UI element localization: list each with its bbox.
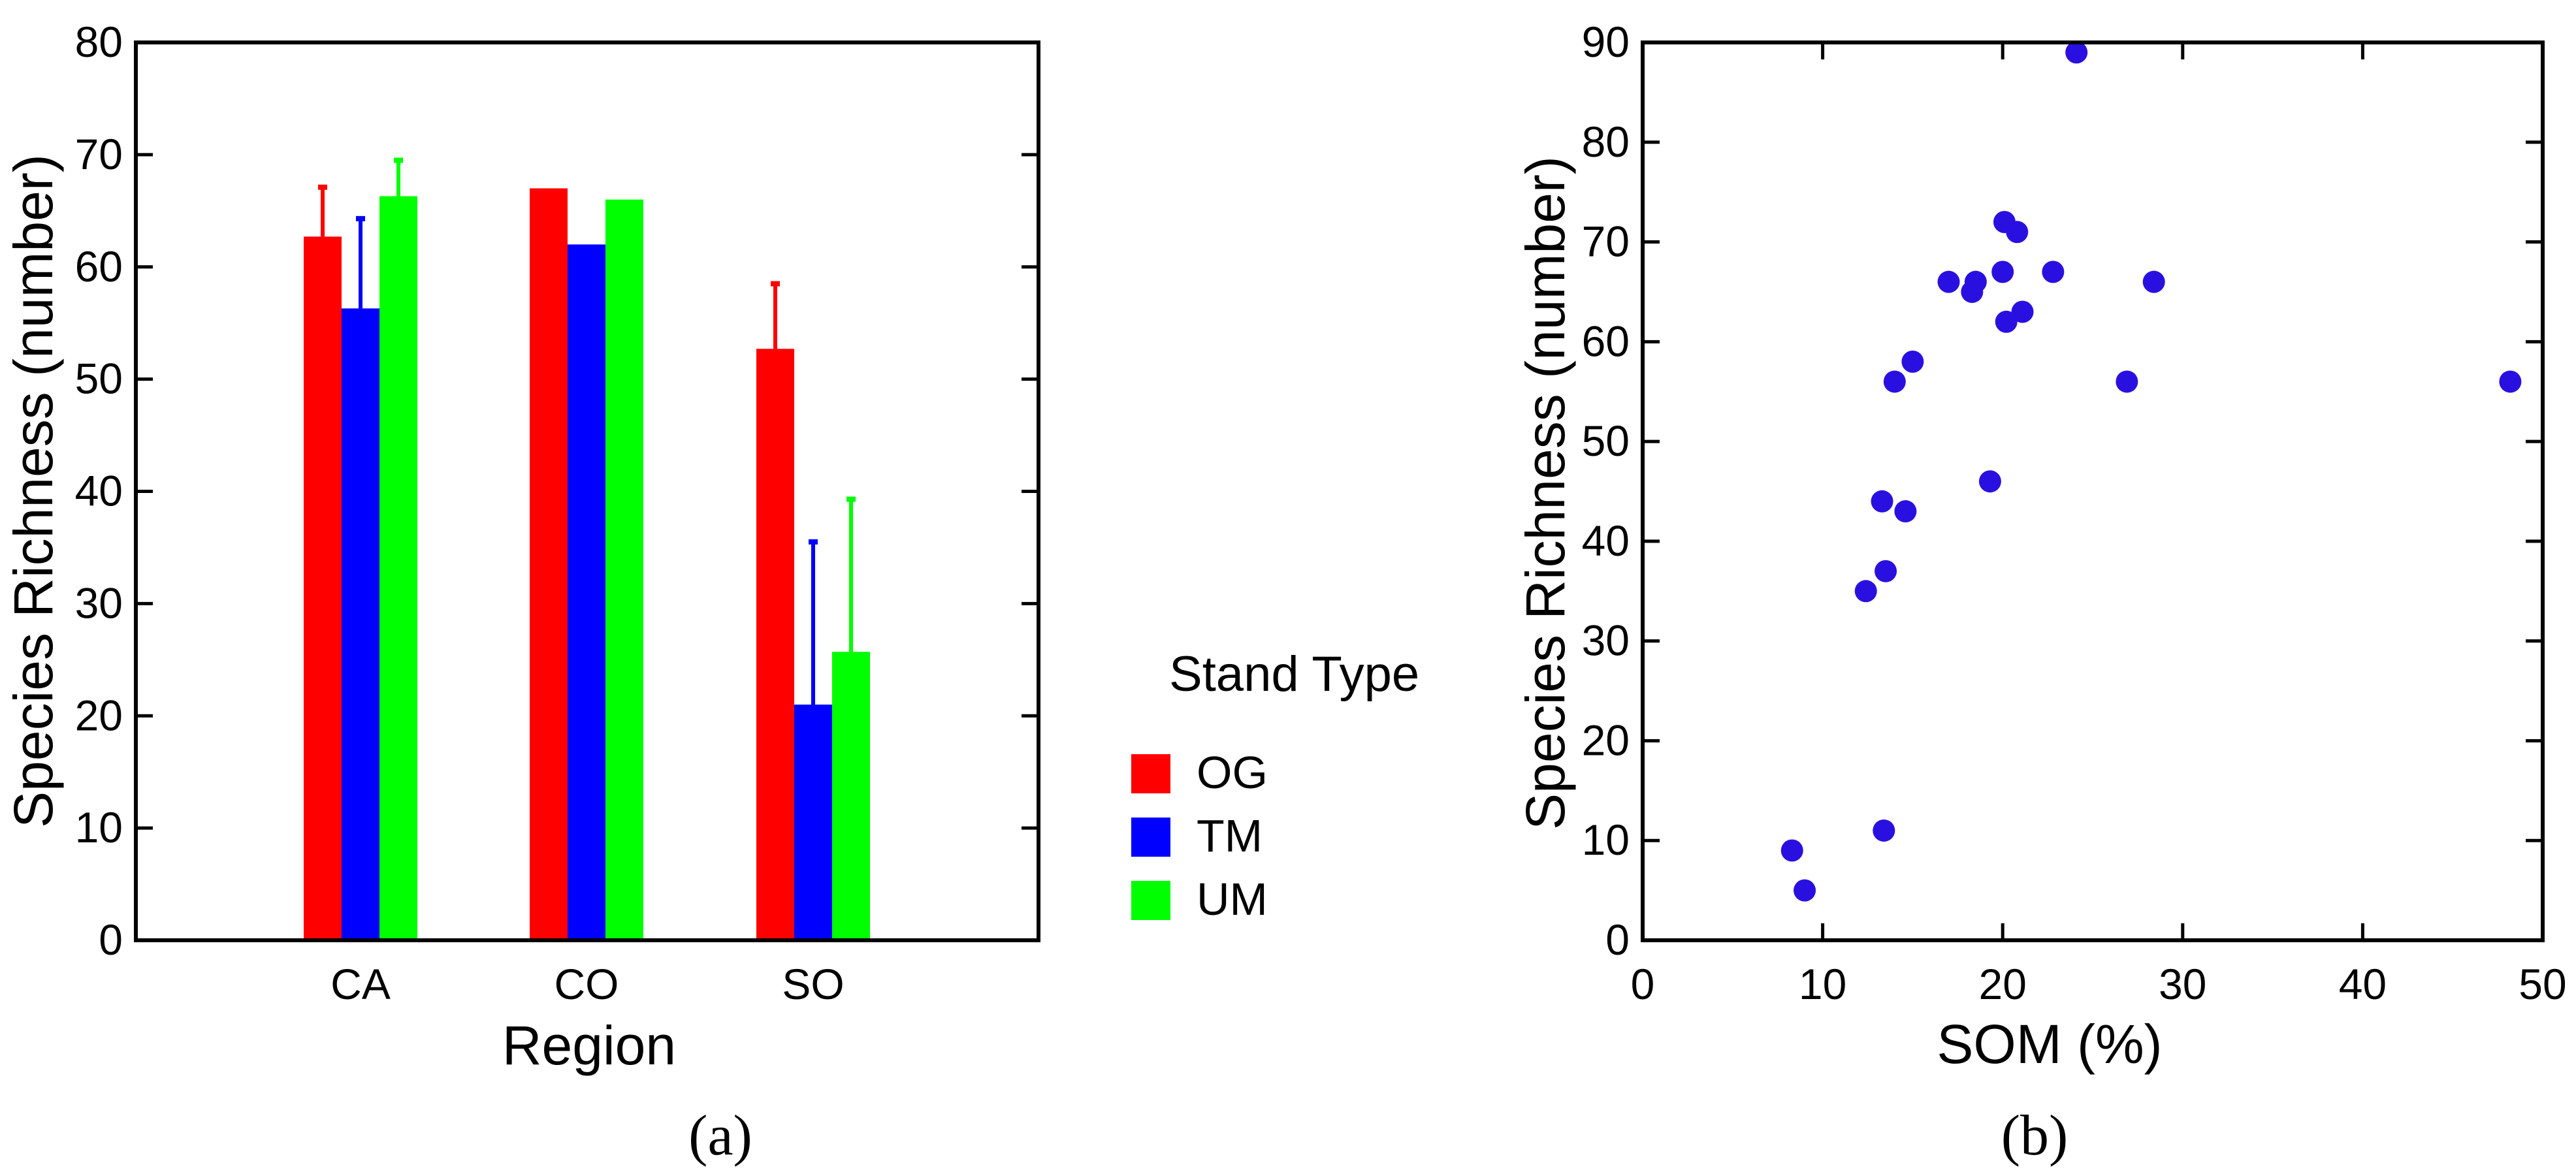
scatter-y-tick-label: 20 [1582,716,1630,764]
scatter-point [1894,500,1917,523]
bar-y-tick-label: 0 [99,915,123,964]
scatter-point [1937,270,1960,293]
bar-y-tick-label: 50 [75,355,123,403]
scatter-point [2065,41,2088,64]
scatter-y-tick-label: 10 [1582,816,1630,864]
scatter-point [2011,300,2034,323]
scatter-x-tick-label: 0 [1631,960,1655,1008]
scatter-point [1964,270,1987,293]
scatter-point [2006,221,2029,244]
scatter-point [1901,350,1924,373]
bar-x-axis-title: Region [502,1015,676,1076]
scatter-x-tick-label: 40 [2339,960,2387,1008]
panel-label-a: (a) [688,1104,752,1168]
scatter-point [1871,490,1893,513]
scatter-point [1883,370,1906,393]
scatter-x-tick-label: 20 [1978,960,2026,1008]
legend-swatch-og [1131,754,1170,793]
scatter-point [1873,819,1895,842]
scatter-point [1978,470,2001,493]
bar-y-tick-label: 30 [75,579,123,627]
bar-og-ca [304,236,342,940]
scatter-x-axis-title: SOM (%) [1937,1013,2162,1075]
scatter-y-tick-label: 70 [1582,217,1630,266]
scatter-point [2042,261,2065,283]
scatter-plot-frame [1641,40,2545,942]
legend: Stand Type OG TM UM [1131,646,1419,925]
legend-label-um: UM [1197,874,1268,925]
scatter-point [1995,310,2018,333]
scatter-x-tick-label: 30 [2159,960,2206,1008]
legend-swatch-um [1131,881,1170,920]
legend-title: Stand Type [1169,646,1419,702]
legend-label-tm: TM [1197,810,1263,861]
legend-label-og: OG [1197,747,1268,798]
bar-chart-panel: 0 10 20 30 40 50 60 70 80 CA CO SO Region Species R… [3,18,1040,1168]
bar-tm-ca [342,308,379,940]
bar-y-tick-label: 80 [75,18,123,66]
bar-x-tick-label: CO [555,960,619,1008]
panel-label-b: (b) [2001,1104,2069,1168]
bar-um-ca [379,196,417,940]
bar-tm-so [794,705,832,940]
bar-tm-co [568,244,605,940]
scatter-x-tick-label: 10 [1799,960,1846,1008]
scatter-y-tick-label: 80 [1582,118,1630,166]
scatter-y-tick-label: 40 [1582,516,1630,565]
bar-um-co [605,199,643,940]
bar-og-co [530,188,568,940]
scatter-y-tick-label: 60 [1582,317,1630,365]
bar-og-so [756,349,794,940]
scatter-chart-panel: 0 10 20 30 40 50 60 70 80 90 0 10 20 30 40 50 SOM (%) S… [1515,18,2567,1168]
bar-y-tick-label: 10 [75,803,123,851]
bar-y-tick-label: 40 [75,467,123,515]
scatter-point [1780,839,1803,862]
legend-swatch-tm [1131,818,1170,857]
bar-y-tick-label: 20 [75,691,123,739]
scatter-point [1794,879,1816,902]
scatter-point [2499,370,2522,393]
scatter-point [2116,370,2138,393]
scatter-y-axis-title: Species Richness (number) [1515,156,1576,830]
scatter-y-tick-label: 0 [1605,915,1630,964]
scatter-point [1875,560,1897,582]
bar-y-tick-label: 70 [75,130,123,178]
bar-x-tick-label: CA [330,960,391,1008]
scatter-point [2142,270,2165,293]
bar-plot-frame [134,40,1040,942]
scatter-x-tick-label: 50 [2519,960,2566,1008]
scatter-y-tick-label: 50 [1582,417,1630,465]
scatter-point [1854,580,1877,603]
scatter-y-tick-label: 30 [1582,616,1630,665]
bar-x-tick-label: SO [782,960,844,1008]
bar-um-so [832,652,870,940]
scatter-point [1991,261,2014,283]
scatter-y-tick-label: 90 [1582,18,1630,66]
bar-y-tick-label: 60 [75,242,123,291]
bar-y-axis-title: Species Richness (number) [3,154,64,828]
